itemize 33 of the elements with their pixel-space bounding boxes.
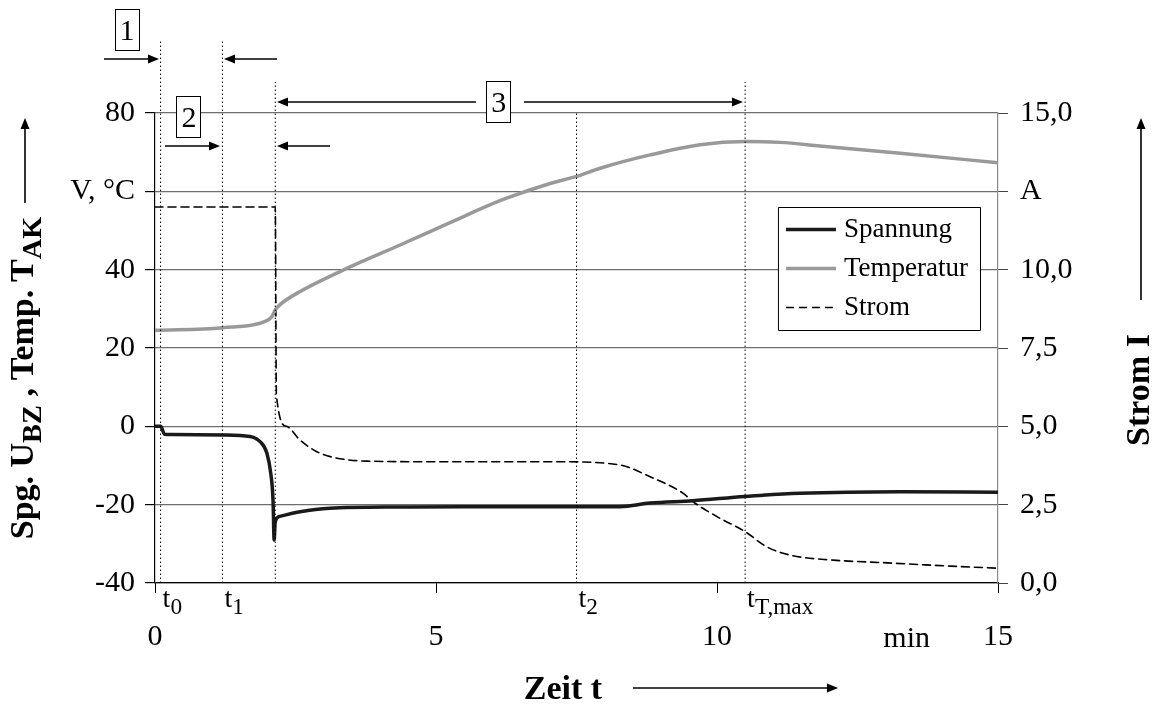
x-tick-label: 15 <box>983 617 1013 651</box>
y2-tick-label: 2,5 <box>1020 485 1058 519</box>
x-axis-title: Zeit t <box>523 669 603 707</box>
y2-tick-label: 15,0 <box>1020 93 1073 127</box>
line-series <box>155 424 998 542</box>
y2-axis-title: Strom I <box>1119 334 1156 446</box>
x-tick-label: 0 <box>147 617 163 651</box>
annotation: 3 <box>486 81 512 123</box>
legend-label: Temperatur <box>843 251 969 282</box>
legend-label: Strom <box>843 290 910 321</box>
y2-tick-label: A <box>1020 172 1042 206</box>
text: 1 <box>114 9 140 51</box>
x-tick-label: 5 <box>428 617 444 651</box>
y-tick-label: 40 <box>105 250 135 284</box>
y-tick-label: 80 <box>105 93 135 127</box>
y-tick-label: -40 <box>95 563 135 597</box>
y2-tick-label: 7,5 <box>1020 328 1058 362</box>
y2-tick-label: 5,0 <box>1020 407 1058 441</box>
y2-tick-label: 0,0 <box>1020 563 1058 597</box>
ref-line-label: t$_{2}$ <box>578 581 598 621</box>
annotation: 2 <box>176 96 202 138</box>
x-tick-label: 10 <box>702 617 732 651</box>
y-tick-label: 20 <box>105 328 135 362</box>
y2-tick-label: 10,0 <box>1020 250 1073 284</box>
y-tick-label: 0 <box>120 407 135 441</box>
y-tick-label: V, °C <box>70 172 135 206</box>
ref-line-label: t$_{0}$ <box>162 581 183 621</box>
legend-label: Spannung <box>843 212 952 243</box>
y-tick-label: -20 <box>95 485 135 519</box>
line-series <box>155 139 998 333</box>
ref-line-label: t$_{1}$ <box>224 581 244 621</box>
text: min <box>883 619 930 655</box>
ref-line-label: t$_{T,max}$ <box>747 581 814 621</box>
